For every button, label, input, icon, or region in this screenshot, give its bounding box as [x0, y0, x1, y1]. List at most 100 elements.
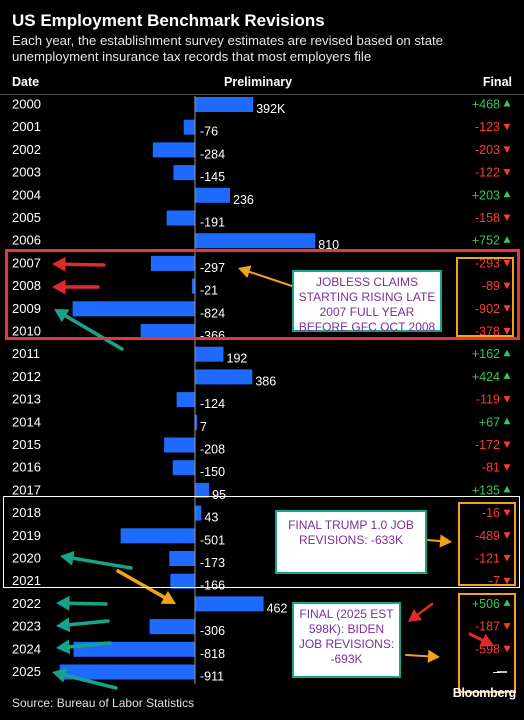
preliminary-bar: [172, 460, 195, 476]
final-value-label: -122: [475, 166, 500, 180]
year-label: 2023: [12, 619, 41, 634]
preliminary-value-label: -306: [200, 624, 225, 638]
year-label: 2008: [12, 278, 41, 293]
orange-arrow-trump-head: [439, 534, 452, 548]
annotation-jobless-claims: JOBLESS CLAIMS STARTING RISING LATE 2007…: [292, 270, 442, 334]
arrow-up-icon: [503, 190, 511, 198]
preliminary-value-label: -21: [200, 284, 218, 298]
year-label: 2004: [12, 187, 41, 202]
final-value-label: -158: [475, 211, 500, 225]
preliminary-value-label: 7: [200, 420, 207, 434]
teal-arrow-2020: [68, 556, 133, 570]
preliminary-value-label: 810: [318, 238, 339, 252]
preliminary-value-label: 386: [255, 374, 276, 388]
arrow-down-icon: [503, 441, 511, 448]
preliminary-bar: [140, 324, 195, 339]
orange-arrow-biden: [405, 654, 432, 658]
teal-arrow-2020-head: [60, 550, 75, 566]
orange-arrow-trump: [427, 539, 444, 543]
annotation-biden-revisions: FINAL (2025 EST 598K): BIDEN JOB REVISIO…: [292, 602, 401, 678]
final-value-label: -902: [475, 302, 500, 316]
teal-arrow-2024: [65, 641, 112, 649]
preliminary-bar: [195, 346, 224, 362]
preliminary-bar: [170, 573, 195, 589]
arrow-down-icon: [503, 123, 511, 131]
arrow-down-icon: [503, 577, 511, 585]
year-label: 2021: [12, 573, 41, 588]
preliminary-value-label: -76: [200, 125, 218, 139]
preliminary-value-label: -297: [200, 261, 225, 275]
arrow-up-icon: [503, 417, 511, 425]
final-value-label: -121: [475, 552, 500, 566]
final-value-label: -119: [476, 393, 500, 407]
preliminary-bar: [149, 619, 195, 635]
final-value-label: -89: [482, 279, 500, 293]
arrow-down-icon: [503, 464, 511, 471]
preliminary-value-label: -166: [200, 579, 225, 593]
preliminary-value-label: 462: [267, 601, 288, 615]
preliminary-value-label: -818: [200, 647, 225, 661]
preliminary-value-label: -173: [200, 556, 225, 570]
year-label: 2007: [12, 255, 41, 270]
preliminary-bar: [195, 414, 197, 430]
arrow-up-icon: [503, 485, 511, 493]
year-label: 2020: [12, 551, 41, 566]
red-arrow-2024-final-head: [479, 633, 494, 647]
arrow-up-icon: [503, 372, 511, 379]
arrow-down-icon: [503, 509, 511, 517]
teal-arrow-2009: [61, 312, 124, 351]
preliminary-bar: [59, 664, 196, 680]
teal-arrow-2023-head: [56, 617, 71, 633]
preliminary-bar: [195, 233, 316, 249]
arrow-down-icon: [503, 396, 511, 403]
final-value-label: -16: [482, 506, 500, 520]
white-highlight-box: [3, 496, 520, 588]
preliminary-bar: [169, 551, 195, 566]
preliminary-value-label: 95: [212, 488, 226, 502]
annotation-trump-revisions: FINAL TRUMP 1.0 JOB REVISIONS: -633K: [275, 510, 427, 574]
final-value-label: +135: [472, 483, 500, 497]
preliminary-value-label: -911: [200, 670, 224, 684]
year-label: 2000: [12, 97, 41, 112]
preliminary-bar: [195, 596, 264, 612]
preliminary-bar: [152, 142, 195, 158]
red-highlight-box: [5, 249, 520, 340]
red-arrow-2007: [61, 262, 106, 267]
year-label: 2005: [12, 210, 41, 225]
preliminary-bar: [166, 210, 195, 226]
year-label: 2013: [12, 392, 41, 407]
year-label: 2009: [12, 301, 41, 316]
year-label: 2015: [12, 437, 41, 452]
arrow-up-icon: [503, 100, 511, 107]
teal-arrow-2025: [60, 672, 118, 690]
teal-arrow-2024-head: [56, 639, 71, 655]
preliminary-value-label: 43: [204, 511, 218, 525]
preliminary-bar: [195, 187, 231, 203]
preliminary-bar: [195, 97, 254, 112]
final-value-label: +468: [472, 98, 500, 112]
preliminary-value-label: -124: [200, 397, 225, 411]
final-value-label: +424: [472, 370, 500, 384]
year-label: 2024: [12, 641, 41, 656]
chart-title: US Employment Benchmark Revisions: [12, 11, 325, 30]
final-value-label: -187: [475, 620, 500, 634]
teal-arrow-2022-head: [56, 595, 70, 611]
orange-arrow-biden-head: [427, 649, 440, 663]
preliminary-value-label: 236: [233, 193, 254, 207]
arrow-up-icon: [503, 349, 511, 357]
year-label: 2003: [12, 165, 41, 180]
arrow-down-icon: [503, 623, 511, 630]
preliminary-value-label: -145: [200, 170, 225, 184]
arrow-down-icon: [503, 532, 511, 539]
arrow-down-icon: [503, 214, 511, 221]
final-value-label: +162: [472, 347, 500, 361]
red-arrow-biden-in: [414, 602, 434, 618]
year-label: 2018: [12, 505, 41, 520]
arrow-down-icon: [503, 305, 511, 312]
preliminary-value-label: -284: [200, 147, 225, 161]
red-arrow-biden-in-head: [408, 609, 423, 622]
preliminary-bar: [191, 278, 195, 294]
chart-subtitle: Each year, the establishment survey esti…: [12, 33, 444, 64]
preliminary-value-label: -208: [200, 443, 225, 457]
